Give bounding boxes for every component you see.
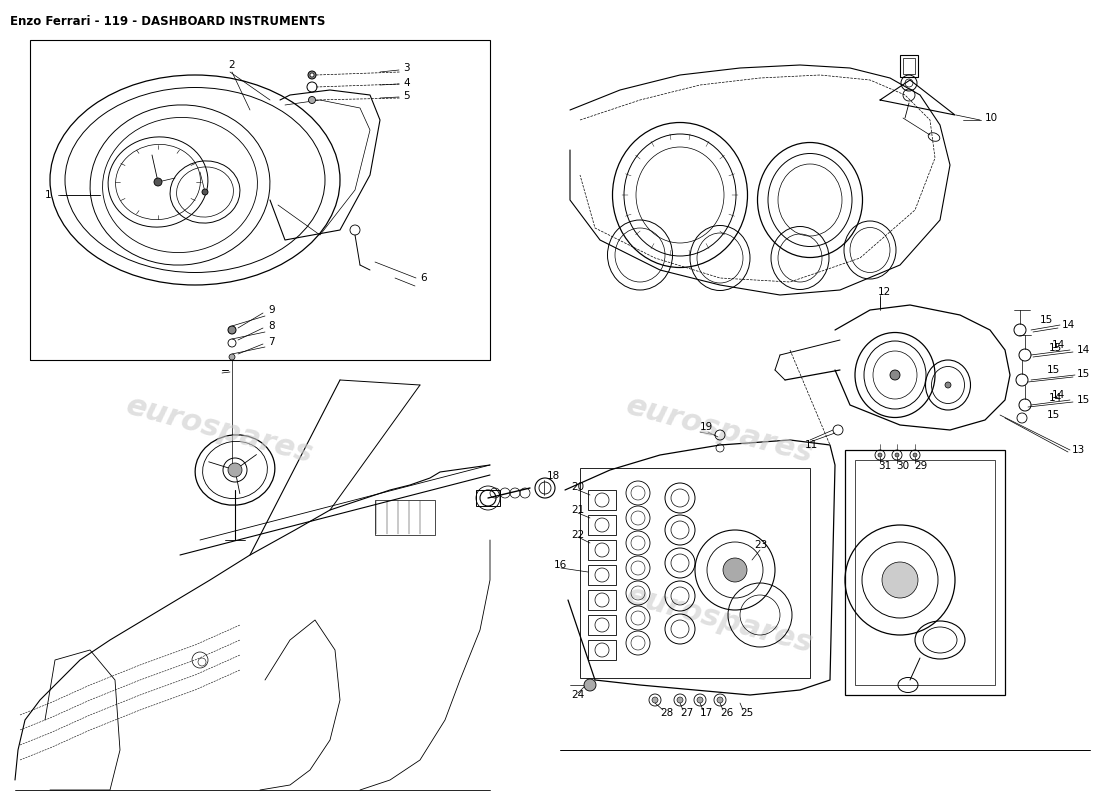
Bar xyxy=(588,590,616,610)
Circle shape xyxy=(308,97,316,103)
Circle shape xyxy=(308,71,316,79)
Bar xyxy=(900,55,918,77)
Text: eurospares: eurospares xyxy=(123,391,317,469)
Circle shape xyxy=(945,382,952,388)
Text: 15: 15 xyxy=(1047,410,1060,420)
Bar xyxy=(855,460,996,685)
Bar xyxy=(30,40,489,360)
Text: 19: 19 xyxy=(700,422,713,432)
Text: 15: 15 xyxy=(1047,365,1060,375)
Bar xyxy=(375,500,434,535)
Bar xyxy=(588,490,616,510)
Bar xyxy=(903,58,915,74)
Text: Enzo Ferrari - 119 - DASHBOARD INSTRUMENTS: Enzo Ferrari - 119 - DASHBOARD INSTRUMEN… xyxy=(10,15,326,28)
Circle shape xyxy=(228,463,242,477)
Text: 30: 30 xyxy=(896,461,909,471)
Text: eurospares: eurospares xyxy=(624,391,817,469)
Circle shape xyxy=(890,370,900,380)
Bar xyxy=(588,515,616,535)
Text: 10: 10 xyxy=(984,113,998,123)
Circle shape xyxy=(913,453,917,457)
Text: 15: 15 xyxy=(1048,343,1062,353)
Circle shape xyxy=(228,326,236,334)
Text: 16: 16 xyxy=(554,560,568,570)
Text: 27: 27 xyxy=(680,708,693,718)
Text: eurospares: eurospares xyxy=(624,581,817,659)
Circle shape xyxy=(584,679,596,691)
Text: 28: 28 xyxy=(660,708,673,718)
Text: 14: 14 xyxy=(1077,345,1090,355)
Circle shape xyxy=(676,697,683,703)
Bar xyxy=(588,615,616,635)
Circle shape xyxy=(895,453,899,457)
Text: 1: 1 xyxy=(45,190,52,200)
Text: 24: 24 xyxy=(571,690,584,700)
Text: 22: 22 xyxy=(571,530,584,540)
Bar xyxy=(588,640,616,660)
Text: 15: 15 xyxy=(1040,315,1054,325)
Bar xyxy=(845,450,1005,695)
Text: 5: 5 xyxy=(403,91,409,101)
Bar xyxy=(588,540,616,560)
Text: 14: 14 xyxy=(1052,340,1065,350)
Bar xyxy=(588,565,616,585)
Text: 13: 13 xyxy=(1072,445,1086,455)
Circle shape xyxy=(154,178,162,186)
Text: 14: 14 xyxy=(1048,393,1062,403)
Circle shape xyxy=(310,73,314,77)
Text: 20: 20 xyxy=(571,482,584,492)
Circle shape xyxy=(229,354,235,360)
Text: 15: 15 xyxy=(1077,369,1090,379)
Bar xyxy=(580,468,810,678)
Circle shape xyxy=(652,697,658,703)
Text: 11: 11 xyxy=(805,440,818,450)
Text: 14: 14 xyxy=(1062,320,1076,330)
Text: 9: 9 xyxy=(268,305,275,315)
Text: 29: 29 xyxy=(914,461,927,471)
Circle shape xyxy=(882,562,918,598)
Text: 23: 23 xyxy=(754,540,768,550)
Text: 7: 7 xyxy=(268,337,275,347)
Text: 12: 12 xyxy=(878,287,891,297)
Circle shape xyxy=(717,697,723,703)
Text: 2: 2 xyxy=(228,60,234,70)
Circle shape xyxy=(202,189,208,195)
Text: 17: 17 xyxy=(700,708,713,718)
Text: 15: 15 xyxy=(1077,395,1090,405)
Text: 21: 21 xyxy=(571,505,584,515)
Circle shape xyxy=(697,697,703,703)
Text: 6: 6 xyxy=(420,273,427,283)
Text: 14: 14 xyxy=(1052,390,1065,400)
Circle shape xyxy=(878,453,882,457)
Text: 26: 26 xyxy=(720,708,734,718)
Text: 4: 4 xyxy=(403,78,409,88)
Text: 25: 25 xyxy=(740,708,754,718)
Bar xyxy=(476,490,501,506)
Circle shape xyxy=(723,558,747,582)
Text: 18: 18 xyxy=(547,471,560,481)
Text: 31: 31 xyxy=(878,461,891,471)
Text: 8: 8 xyxy=(268,321,275,331)
Text: 3: 3 xyxy=(403,63,409,73)
